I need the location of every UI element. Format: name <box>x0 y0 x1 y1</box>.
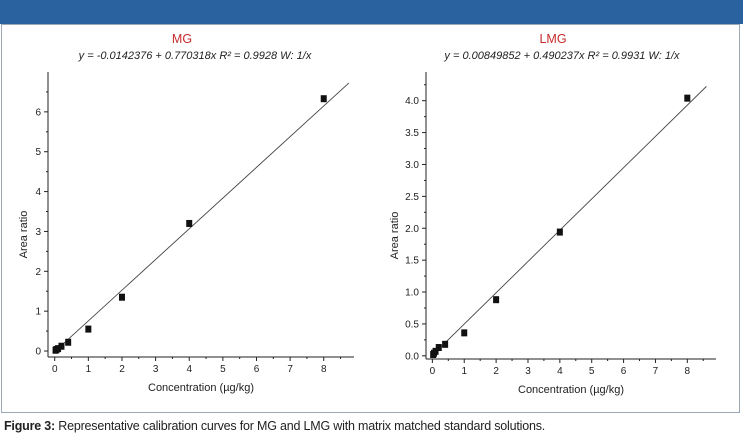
y-tick-label: 2.0 <box>405 224 419 235</box>
y-tick-label: 1.0 <box>405 288 419 299</box>
regression-equation: y = 0.00849852 + 0.490237x R² = 0.9931 W… <box>443 50 680 62</box>
data-point <box>684 94 691 102</box>
regression-line <box>432 86 707 356</box>
caption-text: Representative calibration curves for MG… <box>54 419 546 433</box>
data-point <box>493 296 500 304</box>
y-tick-label: 3 <box>35 227 41 238</box>
y-tick-label: 3.5 <box>405 128 419 139</box>
data-point <box>432 347 439 355</box>
x-tick-label: 4 <box>186 364 192 375</box>
x-tick-label: 3 <box>153 364 159 375</box>
x-tick-label: 5 <box>220 364 226 375</box>
y-tick-label: 1 <box>35 307 41 318</box>
y-tick-label: 2 <box>35 267 41 278</box>
x-tick-label: 1 <box>461 366 467 377</box>
chart-title: MG <box>172 32 192 46</box>
y-tick-label: 0.5 <box>405 319 419 330</box>
y-tick-label: 3.0 <box>405 160 419 171</box>
data-point <box>442 340 449 348</box>
data-point <box>186 219 193 227</box>
y-tick-label: 1.5 <box>405 256 419 267</box>
y-tick-label: 4.0 <box>405 96 419 107</box>
x-tick-label: 1 <box>86 364 92 375</box>
data-point <box>58 342 65 350</box>
data-point <box>65 338 72 346</box>
x-tick-label: 7 <box>287 364 293 375</box>
data-point <box>55 345 62 353</box>
x-axis-label: Concentration (µg/kg) <box>148 382 254 394</box>
chart-title: LMG <box>539 32 566 46</box>
x-tick-label: 0 <box>430 366 436 377</box>
x-tick-label: 6 <box>621 366 627 377</box>
y-tick-label: 5 <box>35 147 41 158</box>
x-tick-label: 4 <box>557 366 563 377</box>
y-axis-label: Area ratio <box>18 211 30 259</box>
x-tick-label: 5 <box>589 366 595 377</box>
data-point <box>320 95 327 103</box>
y-tick-label: 2.5 <box>405 192 419 203</box>
chart-lmg: LMG y = 0.00849852 + 0.490237x R² = 0.993… <box>389 32 716 396</box>
y-tick-label: 4 <box>35 187 41 198</box>
y-tick-label: 6 <box>35 107 41 118</box>
x-tick-label: 2 <box>119 364 125 375</box>
data-point <box>118 293 125 301</box>
data-point <box>435 344 442 352</box>
x-tick-label: 6 <box>254 364 260 375</box>
caption-label: Figure 3: <box>4 419 55 433</box>
figure-caption: Figure 3: Representative calibration cur… <box>4 419 739 433</box>
figure-frame <box>1 24 740 413</box>
x-tick-label: 3 <box>525 366 531 377</box>
regression-equation: y = -0.0142376 + 0.770318x R² = 0.9928 W… <box>78 50 312 62</box>
data-point <box>85 325 92 333</box>
x-axis-label: Concentration (µg/kg) <box>518 384 624 396</box>
x-tick-label: 8 <box>321 364 327 375</box>
x-tick-label: 7 <box>653 366 659 377</box>
top-banner <box>0 0 743 24</box>
y-tick-label: 0 <box>35 347 41 358</box>
y-tick-label: 0.0 <box>405 351 419 362</box>
x-tick-label: 2 <box>493 366 499 377</box>
x-tick-label: 8 <box>685 366 691 377</box>
regression-line <box>54 82 350 352</box>
chart-mg: MG y = -0.0142376 + 0.770318x R² = 0.9928… <box>18 32 354 394</box>
data-point <box>461 329 468 337</box>
x-tick-label: 0 <box>52 364 58 375</box>
y-axis-label: Area ratio <box>389 212 401 260</box>
data-point <box>556 228 563 236</box>
